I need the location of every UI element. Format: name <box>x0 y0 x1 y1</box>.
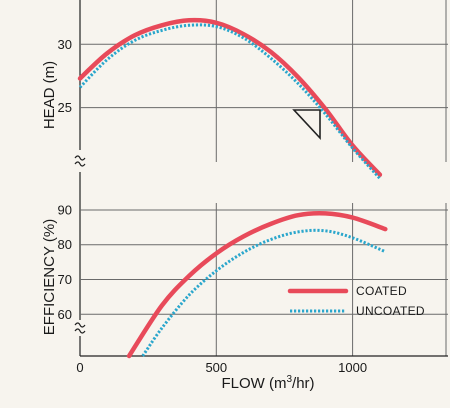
markers <box>292 109 321 141</box>
x-tick-label: 1000 <box>338 360 367 375</box>
grid <box>79 0 448 357</box>
axis-break-head-b <box>74 161 86 167</box>
flow-axis-label-end: /hr) <box>292 375 315 392</box>
series <box>77 17 388 359</box>
efficiency-uncoated-line <box>141 228 386 357</box>
flow-axis-label-main: FLOW (m <box>221 375 286 392</box>
y-tick-label-efficiency: 80 <box>58 237 72 252</box>
y-tick-label-efficiency: 60 <box>58 307 72 322</box>
efficiency-axis-label: EFFICIENCY (%) <box>41 219 58 335</box>
x-tick-label: 0 <box>76 360 83 375</box>
axis-breaks <box>74 155 86 334</box>
head-coated-line <box>77 17 383 177</box>
legend-uncoated-label: UNCOATED <box>356 304 425 318</box>
y-tick-label-efficiency: 70 <box>58 272 72 287</box>
rotation-triangle-marker <box>292 109 321 141</box>
tick-labels: 0 500 1000 25 30 60 70 80 90 <box>58 37 368 375</box>
head-axis-label: HEAD (m) <box>41 61 58 129</box>
axis-break-efficiency-b <box>74 328 86 334</box>
y-tick-label-head: 25 <box>58 100 72 115</box>
efficiency-coated-line <box>126 211 388 359</box>
legend: COATED UNCOATED <box>287 284 425 318</box>
x-tick-label: 500 <box>205 360 227 375</box>
legend-coated-label: COATED <box>356 284 407 298</box>
flow-axis-label: FLOW (m3/hr) <box>221 374 314 392</box>
head-uncoated-line <box>78 23 382 180</box>
y-tick-label-efficiency: 90 <box>58 202 72 217</box>
y-tick-label-head: 30 <box>58 37 72 52</box>
axis-break-efficiency <box>74 322 86 328</box>
axis-break-head <box>74 155 86 161</box>
flow-axis-label-superscript: 3 <box>286 374 292 385</box>
